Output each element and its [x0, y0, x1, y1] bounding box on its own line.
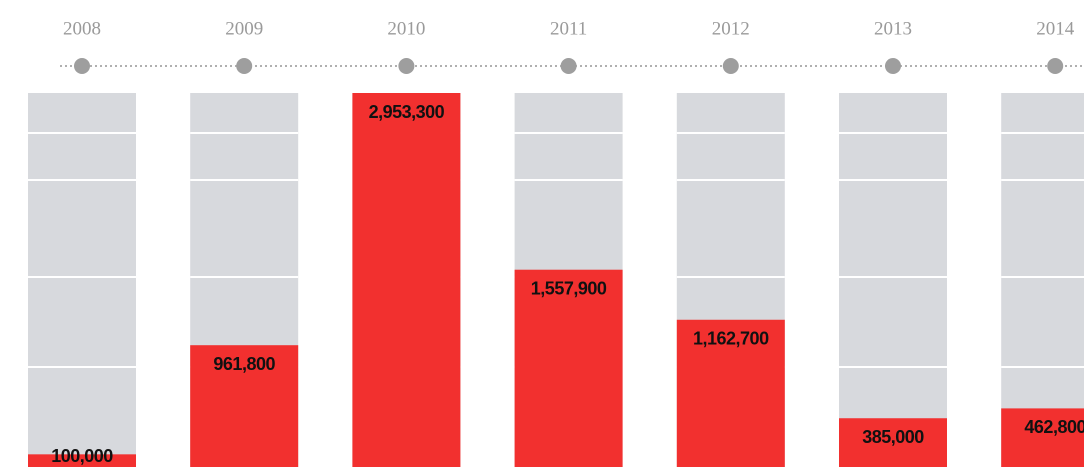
value-label: 385,000 [862, 427, 924, 447]
year-label: 2013 [874, 18, 912, 39]
timeline-dot [560, 58, 577, 74]
value-label: 961,800 [213, 354, 275, 374]
value-label: 100,000 [51, 446, 113, 466]
year-label: 2010 [387, 18, 425, 39]
bar [1001, 408, 1084, 467]
value-label: 2,953,300 [369, 102, 445, 122]
timeline-dot [398, 58, 415, 74]
year-label: 2008 [63, 18, 101, 39]
bar [28, 454, 136, 467]
timeline-dot [722, 58, 739, 74]
bar [514, 269, 623, 467]
column-background [839, 93, 947, 467]
year-label: 2014 [1036, 18, 1075, 39]
year-label: 2009 [225, 18, 263, 39]
year-label: 2012 [712, 18, 750, 39]
value-label: 1,557,900 [531, 278, 607, 298]
bar [676, 319, 785, 467]
timeline-dot [74, 58, 90, 74]
bar [352, 93, 461, 467]
timeline-dot [236, 58, 253, 74]
bar [839, 418, 947, 467]
timeline-dot [1047, 58, 1064, 74]
bar [190, 345, 299, 467]
value-label: 462,800 [1024, 417, 1084, 437]
column-background [1001, 93, 1084, 467]
year-label: 2011 [550, 18, 587, 39]
column-background [28, 93, 136, 467]
timeline-dot [885, 58, 901, 74]
value-label: 1,162,700 [693, 329, 769, 349]
